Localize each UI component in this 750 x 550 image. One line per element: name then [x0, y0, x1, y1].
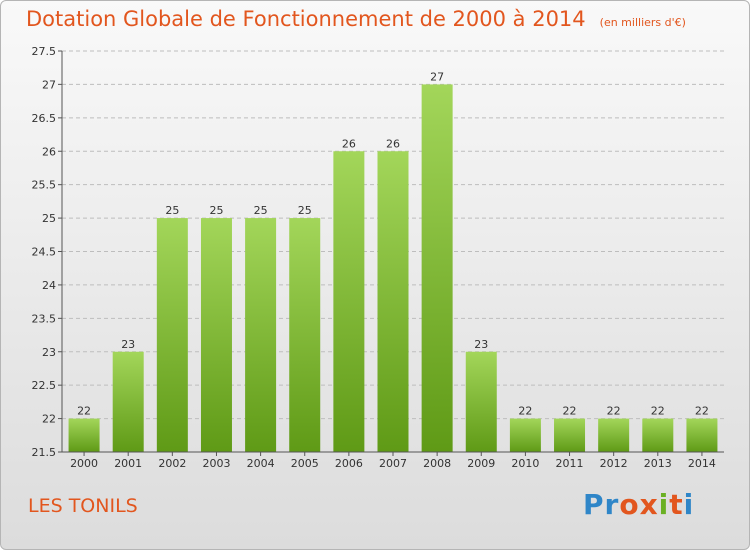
- x-tick-label-2007: 2007: [379, 457, 407, 470]
- bar-2000: [68, 418, 100, 452]
- bars: 22 23 25 25 25 25 26 26 27 23 22 22 22 22 22: [68, 70, 718, 453]
- bar-2004: [245, 218, 277, 452]
- x-tick-label-2001: 2001: [114, 457, 142, 470]
- value-label-2004: 25: [254, 204, 268, 217]
- value-label-2008: 27: [430, 70, 444, 83]
- value-label-2005: 25: [298, 204, 312, 217]
- x-tick-label-2000: 2000: [70, 457, 98, 470]
- y-tick-label: 27: [42, 78, 56, 91]
- value-label-2013: 22: [651, 405, 665, 418]
- value-label-2012: 22: [607, 405, 621, 418]
- bar-2012: [598, 418, 630, 452]
- value-label-2002: 25: [165, 204, 179, 217]
- bar-2010: [509, 418, 541, 452]
- y-tick-label: 26: [42, 145, 56, 158]
- bar-2005: [289, 218, 321, 452]
- chart-unit: (en milliers d'€): [599, 16, 686, 29]
- proxiti-logo: Proxiti: [583, 488, 694, 521]
- logo-letter: i: [683, 488, 695, 521]
- logo-letter: o: [619, 488, 640, 521]
- bar-2001: [112, 351, 144, 452]
- x-tick-label-2003: 2003: [202, 457, 230, 470]
- x-tick-label-2011: 2011: [556, 457, 584, 470]
- logo-letter: i: [658, 488, 670, 521]
- x-tick-label-2012: 2012: [600, 457, 628, 470]
- y-tick-label: 26.5: [32, 112, 57, 125]
- logo-letter: t: [669, 488, 684, 521]
- bar-2007: [377, 151, 409, 452]
- chart-title-text: Dotation Globale de Fonctionnement de 20…: [26, 7, 586, 31]
- bar-2011: [554, 418, 586, 452]
- value-label-2010: 22: [518, 405, 532, 418]
- x-tick-label-2013: 2013: [644, 457, 672, 470]
- axes: 21.5 22 22.5 23 23.5 24 24.5 25 25.5 26 26.5 27 27.5…: [32, 45, 724, 470]
- y-tick-label: 23: [42, 346, 56, 359]
- value-label-2001: 23: [121, 338, 135, 351]
- logo-letter: x: [639, 488, 659, 521]
- value-label-2000: 22: [77, 405, 91, 418]
- bar-2003: [200, 218, 232, 452]
- value-label-2011: 22: [563, 405, 577, 418]
- x-tick-label-2002: 2002: [158, 457, 186, 470]
- bar-2009: [465, 351, 497, 452]
- value-label-2014: 22: [695, 405, 709, 418]
- chart-title: Dotation Globale de Fonctionnement de 20…: [26, 7, 686, 31]
- y-tick-label: 21.5: [32, 446, 57, 459]
- x-tick-label-2004: 2004: [247, 457, 275, 470]
- y-tick-label: 24.5: [32, 246, 57, 259]
- bar-2013: [642, 418, 674, 452]
- bar-2008: [421, 84, 453, 453]
- logo-letter: r: [604, 488, 620, 521]
- commune-name: LES TONILS: [28, 495, 138, 517]
- x-tick-label-2009: 2009: [467, 457, 495, 470]
- value-label-2007: 26: [386, 137, 400, 150]
- x-tick-label-2008: 2008: [423, 457, 451, 470]
- y-tick-label: 22: [42, 413, 56, 426]
- y-tick-label: 25: [42, 212, 56, 225]
- value-label-2009: 23: [474, 338, 488, 351]
- y-tick-label: 24: [42, 279, 56, 292]
- y-tick-label: 23.5: [32, 312, 57, 325]
- x-tick-label-2006: 2006: [335, 457, 363, 470]
- x-tick-label-2010: 2010: [511, 457, 539, 470]
- y-tick-label: 25.5: [32, 179, 57, 192]
- bar-2014: [686, 418, 718, 452]
- y-tick-label: 27.5: [32, 45, 57, 58]
- x-tick-label-2014: 2014: [688, 457, 716, 470]
- y-tick-label: 22.5: [32, 379, 57, 392]
- bar-2006: [333, 151, 365, 452]
- x-tick-label-2005: 2005: [291, 457, 319, 470]
- logo-letter: P: [583, 488, 605, 521]
- bar-2002: [156, 218, 188, 452]
- value-label-2006: 26: [342, 137, 356, 150]
- value-label-2003: 25: [209, 204, 223, 217]
